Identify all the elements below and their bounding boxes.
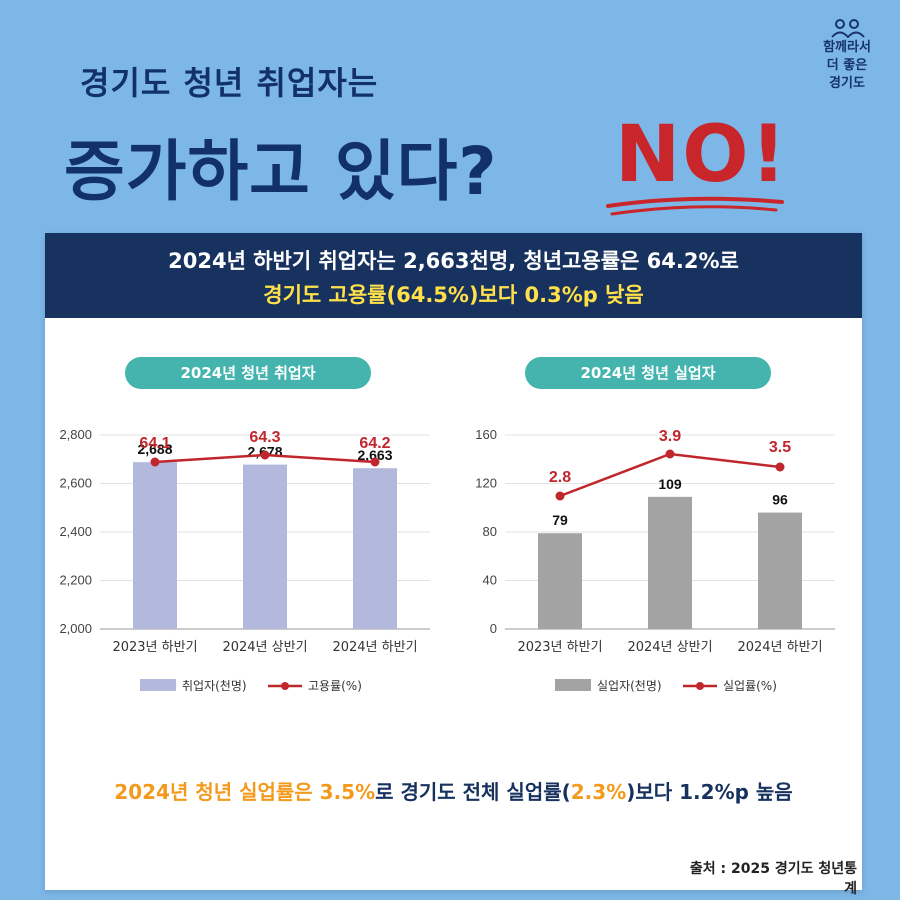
chart-title-employed: 2024년 청년 취업자: [125, 357, 371, 389]
rate-point: [775, 462, 785, 472]
rate-value-label: 2.8: [549, 469, 571, 486]
chart-employed: 2,000 2,200 2,400 2,600 2,800 2,688 2023년 하반기 2…: [59, 427, 430, 693]
x-tick-label: 2023년 하반기: [517, 640, 602, 655]
headline-line-1: 경기도 청년 취업자는: [80, 64, 379, 102]
rate-value-label: 64.2: [359, 435, 390, 452]
rate-point: [370, 457, 380, 467]
headline-line-2: 증가하고 있다?: [64, 133, 498, 210]
bar-value-label: 109: [658, 476, 682, 492]
rate-value-label: 64.1: [139, 435, 170, 452]
bar: [758, 512, 802, 629]
x-tick-label: 2024년 하반기: [737, 640, 822, 655]
y-tick-label: 2,000: [59, 621, 92, 636]
rate-value-label: 3.5: [769, 439, 791, 456]
legend-label-bar: 실업자(천명): [597, 678, 662, 693]
y-tick-label: 2,600: [59, 476, 92, 491]
rate-point: [260, 450, 270, 460]
y-tick-label: 160: [475, 427, 497, 442]
bar-value-label: 96: [772, 492, 788, 508]
y-tick-label: 80: [483, 524, 497, 539]
content-panel: 2024년 하반기 취업자는 2,663천명, 청년고용률은 64.2%로 경기…: [45, 233, 862, 897]
rate-point: [555, 491, 565, 501]
logo-line-1: 함께라서: [823, 40, 871, 55]
bar-value-label: 2,688: [137, 441, 172, 457]
gyeonggi-logo: 함께라서 더 좋은 경기도: [808, 18, 886, 100]
rate-point: [665, 449, 675, 459]
x-tick-label: 2024년 하반기: [332, 640, 417, 655]
logo-line-2: 더 좋은: [826, 58, 868, 73]
banner-line-1: 2024년 하반기 취업자는 2,663천명, 청년고용률은 64.2%로: [168, 249, 739, 273]
legend-swatch-point: [696, 682, 704, 690]
legend-swatch-bar: [140, 679, 176, 691]
legend-swatch-point: [281, 682, 289, 690]
y-tick-label: 0: [490, 621, 497, 636]
headline-answer: NO!: [615, 110, 789, 200]
bottom-note-part-2: 로 경기도 전체 실업률(: [375, 780, 571, 804]
summary-banner: 2024년 하반기 취업자는 2,663천명, 청년고용률은 64.2%로 경기…: [45, 233, 862, 318]
legend-label-bar: 취업자(천명): [182, 678, 247, 693]
y-tick-label: 2,800: [59, 427, 92, 442]
rate-point: [150, 457, 160, 467]
bottom-note-part-4: )보다 1.2%p 높음: [626, 780, 793, 804]
chart-unemployed: 0 40 80 120 160 79 2023년 하반기 109 2024년 상반기 96 2024…: [475, 427, 835, 693]
chart-title-unemployed: 2024년 청년 실업자: [525, 357, 771, 389]
rate-value-label: 3.9: [659, 428, 681, 445]
logo-line-3: 경기도: [829, 76, 865, 91]
bar-value-label: 79: [552, 512, 568, 528]
y-tick-label: 40: [483, 573, 497, 588]
bar: [243, 464, 287, 629]
y-tick-label: 2,400: [59, 524, 92, 539]
y-tick-label: 120: [475, 476, 497, 491]
bar: [353, 468, 397, 629]
y-tick-label: 2,200: [59, 573, 92, 588]
scribble-underline: [606, 196, 784, 216]
legend-label-line: 고용률(%): [308, 679, 362, 693]
x-tick-label: 2023년 하반기: [112, 640, 197, 655]
rate-value-label: 64.3: [249, 429, 280, 446]
bar: [133, 462, 177, 629]
x-tick-label: 2024년 상반기: [627, 640, 712, 655]
x-tick-label: 2024년 상반기: [222, 640, 307, 655]
banner-line-2: 경기도 고용률(64.5%)보다 0.3%p 낮음: [263, 283, 644, 307]
people-icon: [831, 19, 865, 38]
legend-swatch-bar: [555, 679, 591, 691]
bar-value-label: 2,663: [357, 447, 392, 463]
bottom-note-part-1: 2024년 청년 실업률은 3.5%: [114, 780, 376, 804]
bottom-note: 2024년 청년 실업률은 3.5%로 경기도 전체 실업률(2.3%)보다 1…: [45, 776, 862, 805]
bar: [648, 496, 692, 629]
bottom-note-part-3: 2.3%: [570, 780, 627, 804]
legend-label-line: 실업률(%): [723, 679, 777, 693]
bar: [538, 533, 582, 629]
source-text: 출처 : 2025 경기도 청년통계: [689, 861, 857, 897]
